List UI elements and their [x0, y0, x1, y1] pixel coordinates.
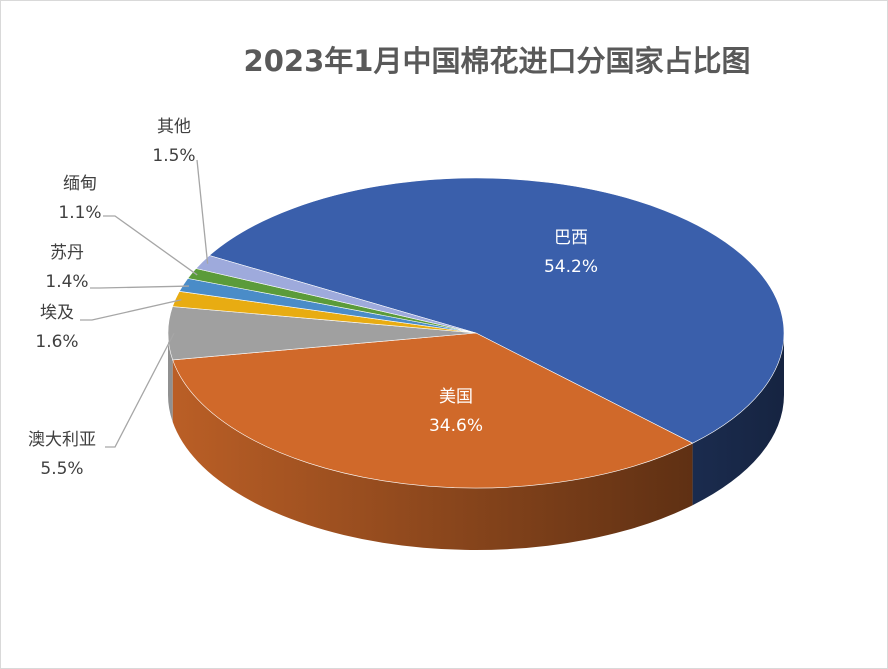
leader-line [103, 215, 198, 276]
leader-line [80, 299, 182, 321]
value-label: 54.2% [544, 257, 598, 277]
value-label: 5.5% [40, 459, 83, 479]
slice-side [168, 333, 173, 422]
slice-side [172, 359, 693, 550]
slice [195, 255, 477, 334]
value-label: 1.6% [35, 332, 78, 352]
category-label: 美国 [439, 387, 473, 407]
leader-line [90, 285, 189, 289]
category-label: 苏丹 [50, 243, 84, 263]
category-label: 埃及 [40, 303, 74, 323]
value-label: 34.6% [429, 416, 483, 436]
value-label: 1.5% [152, 146, 195, 166]
category-label: 澳大利亚 [28, 430, 96, 450]
leader-line [105, 332, 175, 448]
chart-title: 2023年1月中国棉花进口分国家占比图 [244, 44, 751, 78]
category-label: 缅甸 [63, 174, 97, 194]
slice [208, 177, 785, 444]
value-label: 1.4% [45, 272, 88, 292]
slice-side [692, 333, 784, 506]
slice [172, 332, 694, 489]
category-label: 巴西 [554, 228, 588, 248]
leader-line [196, 159, 209, 264]
value-label: 1.1% [58, 203, 101, 223]
category-label: 其他 [157, 117, 191, 137]
